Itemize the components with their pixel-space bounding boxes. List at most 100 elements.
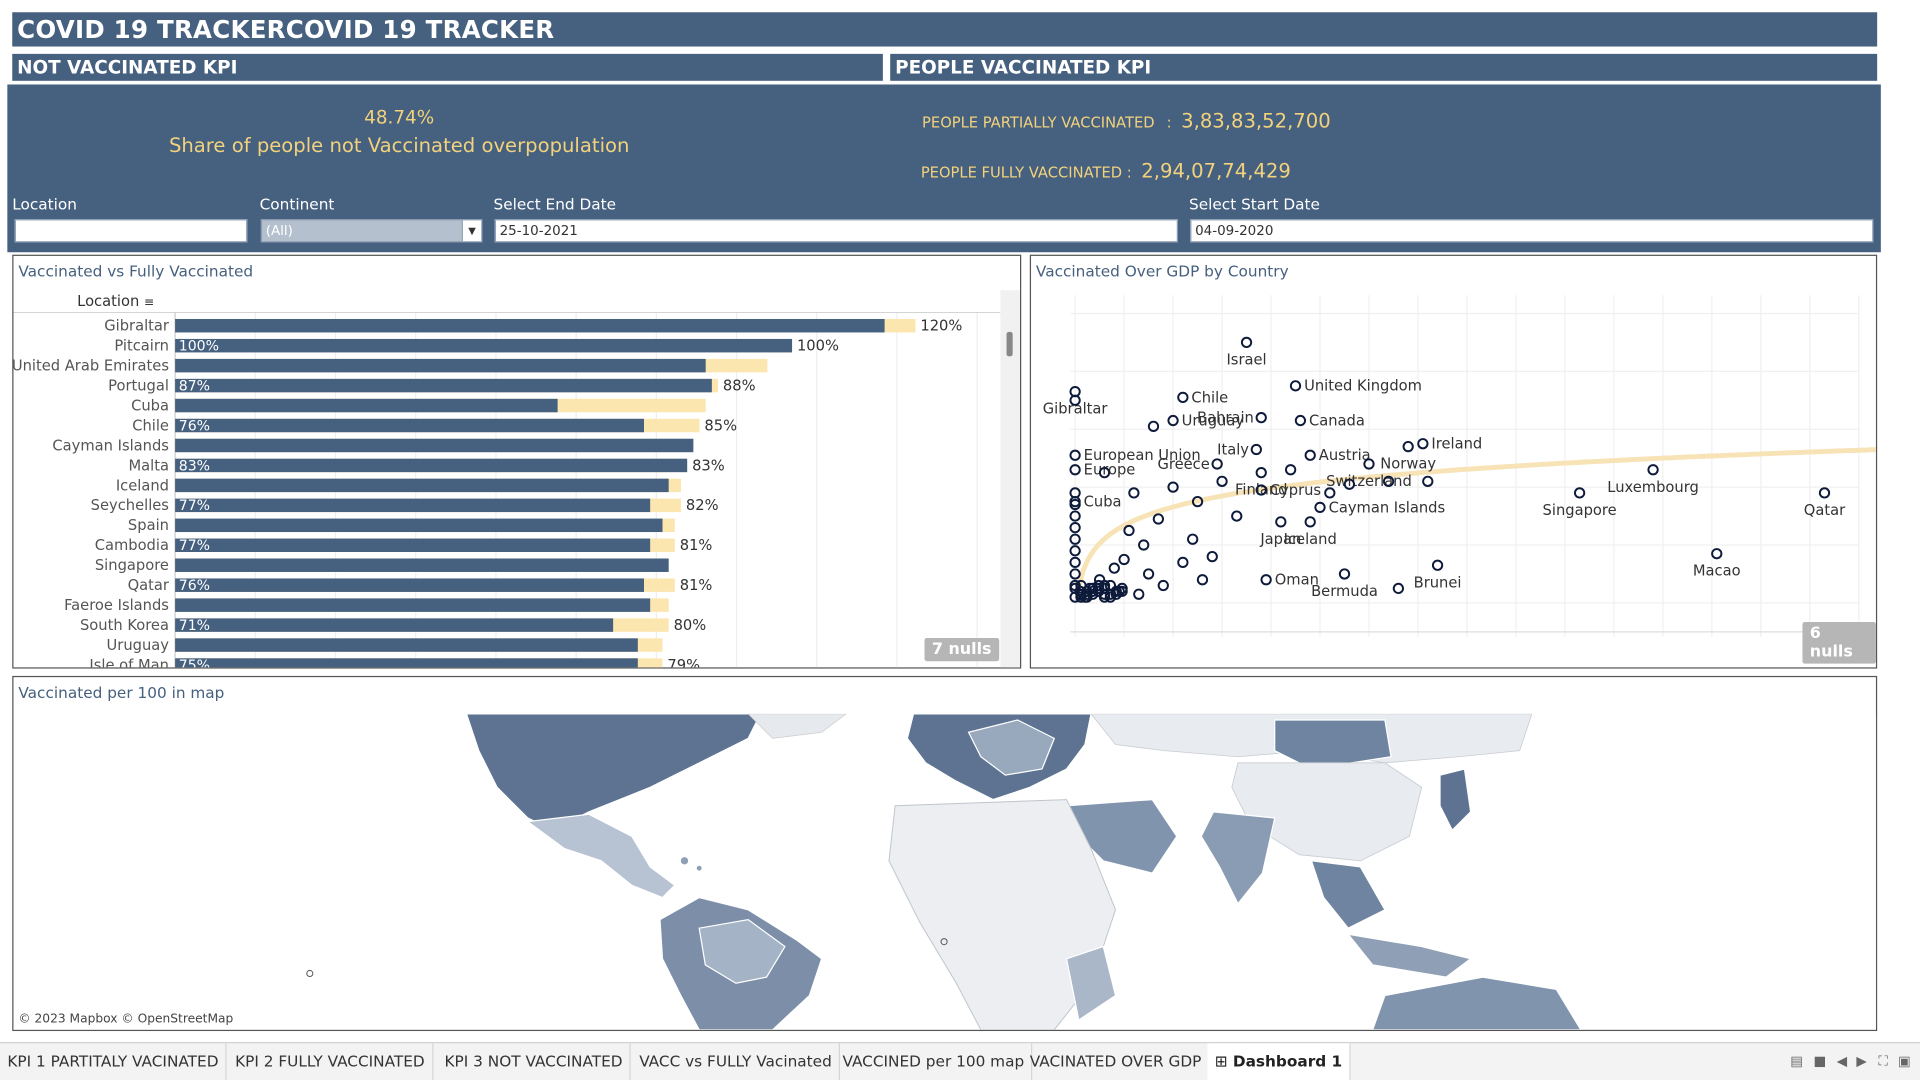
bar-vaccinated xyxy=(175,438,694,453)
next-sheet-icon[interactable]: ▶ xyxy=(1856,1053,1867,1069)
location-filter-input[interactable] xyxy=(14,219,248,243)
chevron-down-icon[interactable]: ▼ xyxy=(461,220,482,242)
bar-chart: Gibraltar 120% Pitcairn 100% 100% United Arab… xyxy=(13,312,1001,668)
bar-vaccinated xyxy=(175,618,614,632)
scrollbar-track[interactable] xyxy=(1000,290,1021,668)
scatter-title: Vaccinated Over GDP by Country xyxy=(1035,262,1289,281)
point-label: Brunei xyxy=(1414,574,1462,591)
bar-outer-label: 120% xyxy=(920,318,962,335)
scatter-point xyxy=(1392,582,1405,595)
scatter-point xyxy=(1069,394,1081,406)
scatter-point xyxy=(1133,588,1145,600)
point-label: Chile xyxy=(1191,389,1228,406)
bar-inner-label: 76% xyxy=(179,418,210,434)
scatter-point xyxy=(1104,579,1117,592)
scatter-point xyxy=(1167,481,1179,493)
bar-outer-label: 79% xyxy=(667,657,700,667)
bar-vaccinated xyxy=(175,478,669,493)
scatter-point xyxy=(1255,412,1267,424)
scrollbar-thumb[interactable] xyxy=(1006,331,1013,357)
trend-line xyxy=(1075,447,1876,591)
bar-vaccinated xyxy=(175,518,663,533)
vaccinated-heading: PEOPLE VACCINATED KPI xyxy=(890,53,1878,81)
sort-icon[interactable]: ≡ xyxy=(143,296,155,310)
tab-kpi1[interactable]: KPI 1 PARTITALY VACINATED xyxy=(0,1043,228,1080)
fully-vaccinated-label: PEOPLE FULLY VACCINATED xyxy=(920,164,1123,182)
continent-filter-select[interactable]: (All) ▼ xyxy=(260,219,483,243)
map-region-mexico xyxy=(526,813,676,899)
scatter-point xyxy=(1196,574,1209,586)
scatter-point xyxy=(1647,464,1659,476)
scatter-point xyxy=(1084,582,1096,595)
map-region-north-america xyxy=(465,713,762,831)
scatter-point xyxy=(1118,553,1130,566)
nulls-badge[interactable]: 6 nulls xyxy=(1802,622,1876,664)
scatter-point xyxy=(1260,574,1272,586)
fully-vaccinated-value: 2,94,07,74,429 xyxy=(1141,159,1291,183)
scatter-point xyxy=(1075,591,1087,603)
scatter-point xyxy=(1167,414,1179,427)
prev-sheet-icon[interactable]: ◀ xyxy=(1836,1053,1848,1069)
point-label: Bahrain xyxy=(1197,410,1254,427)
tab-dashboard-1[interactable]: ⊞ Dashboard 1 xyxy=(1207,1043,1351,1080)
filmstrip-icon[interactable]: ▤ xyxy=(1790,1053,1803,1069)
partially-vaccinated-value: 3,83,83,52,700 xyxy=(1181,108,1331,133)
scatter-point xyxy=(1250,443,1262,456)
bar-outer-label: 88% xyxy=(723,377,756,394)
tab-dashboard-label: Dashboard 1 xyxy=(1232,1051,1343,1071)
scatter-point xyxy=(1123,524,1135,537)
grid-view-icon[interactable]: ■ xyxy=(1813,1053,1827,1069)
location-header-label: Location xyxy=(77,292,140,310)
tab-kpi3[interactable]: KPI 3 NOT VACCINATED xyxy=(437,1043,632,1080)
scatter-point xyxy=(1711,548,1723,560)
point-label: Japan xyxy=(1259,531,1301,548)
scatter-point xyxy=(1573,487,1586,499)
scatter-point xyxy=(1314,501,1326,514)
present-icon[interactable]: ▣ xyxy=(1897,1053,1911,1069)
bar-vaccinated xyxy=(175,558,669,572)
tab-vaccined-map[interactable]: VACCINED per 100 map xyxy=(835,1043,1033,1080)
bar-vaccinated xyxy=(175,318,885,333)
start-date-input[interactable]: 04-09-2020 xyxy=(1190,219,1874,243)
scatter-point xyxy=(1255,484,1267,496)
scatter-point xyxy=(1128,487,1140,499)
point-label: Bermuda xyxy=(1311,583,1378,600)
scatter-point xyxy=(1069,568,1081,580)
bar-vaccinated xyxy=(175,358,706,373)
bar-inner-label: 83% xyxy=(179,458,210,474)
continent-filter-label: Continent xyxy=(259,194,335,214)
tab-kpi2[interactable]: KPI 2 FULLY VACCINATED xyxy=(228,1043,434,1080)
tab-vacinated-gdp[interactable]: VACINATED OVER GDP xyxy=(1022,1043,1210,1080)
scatter-point xyxy=(1108,562,1120,574)
point-label: United Kingdom xyxy=(1304,378,1422,395)
category-label: Iceland xyxy=(116,477,169,494)
category-label: Uruguay xyxy=(107,637,170,654)
partially-vaccinated-kpi: PEOPLE PARTIALLY VACCINATED : 3,83,83,52… xyxy=(922,109,1331,132)
scatter-point xyxy=(1255,467,1267,479)
scatter-panel: Vaccinated Over GDP by Country Gibraltar… xyxy=(1029,254,1878,669)
world-map[interactable] xyxy=(13,713,1876,1030)
scatter-point xyxy=(1069,522,1081,534)
nulls-badge[interactable]: 7 nulls xyxy=(924,637,999,662)
location-filter-label: Location xyxy=(12,194,77,214)
category-label: Faeroe Islands xyxy=(64,597,169,614)
end-date-input[interactable]: 25-10-2021 xyxy=(494,219,1178,243)
bar-outer-label: 85% xyxy=(704,417,737,434)
not-vaccinated-label: Share of people not Vaccinated overpopul… xyxy=(168,133,630,157)
bar-outer-label: 80% xyxy=(674,617,707,634)
scatter-point xyxy=(1211,458,1223,470)
map-attribution[interactable]: © 2023 Mapbox © OpenStreetMap xyxy=(18,1012,234,1027)
scatter-point xyxy=(1294,414,1307,427)
bar-inner-label: 71% xyxy=(179,618,210,634)
category-label: Singapore xyxy=(95,557,169,574)
category-label: United Arab Emirates xyxy=(13,358,169,375)
fully-separator: : xyxy=(1126,164,1132,182)
scatter-point xyxy=(1284,464,1297,476)
end-date-label: Select End Date xyxy=(493,194,617,214)
category-label: Cambodia xyxy=(95,537,169,554)
fullscreen-icon[interactable]: ⛶ xyxy=(1878,1053,1888,1069)
bar-chart-title: Vaccinated vs Fully Vaccinated xyxy=(18,262,254,281)
location-column-header[interactable]: Location ≡ xyxy=(77,293,154,310)
not-vaccinated-heading: NOT VACCINATED KPI xyxy=(12,53,883,81)
tab-vacc-vs-fully[interactable]: VACC vs FULLY Vacinated xyxy=(632,1043,841,1080)
